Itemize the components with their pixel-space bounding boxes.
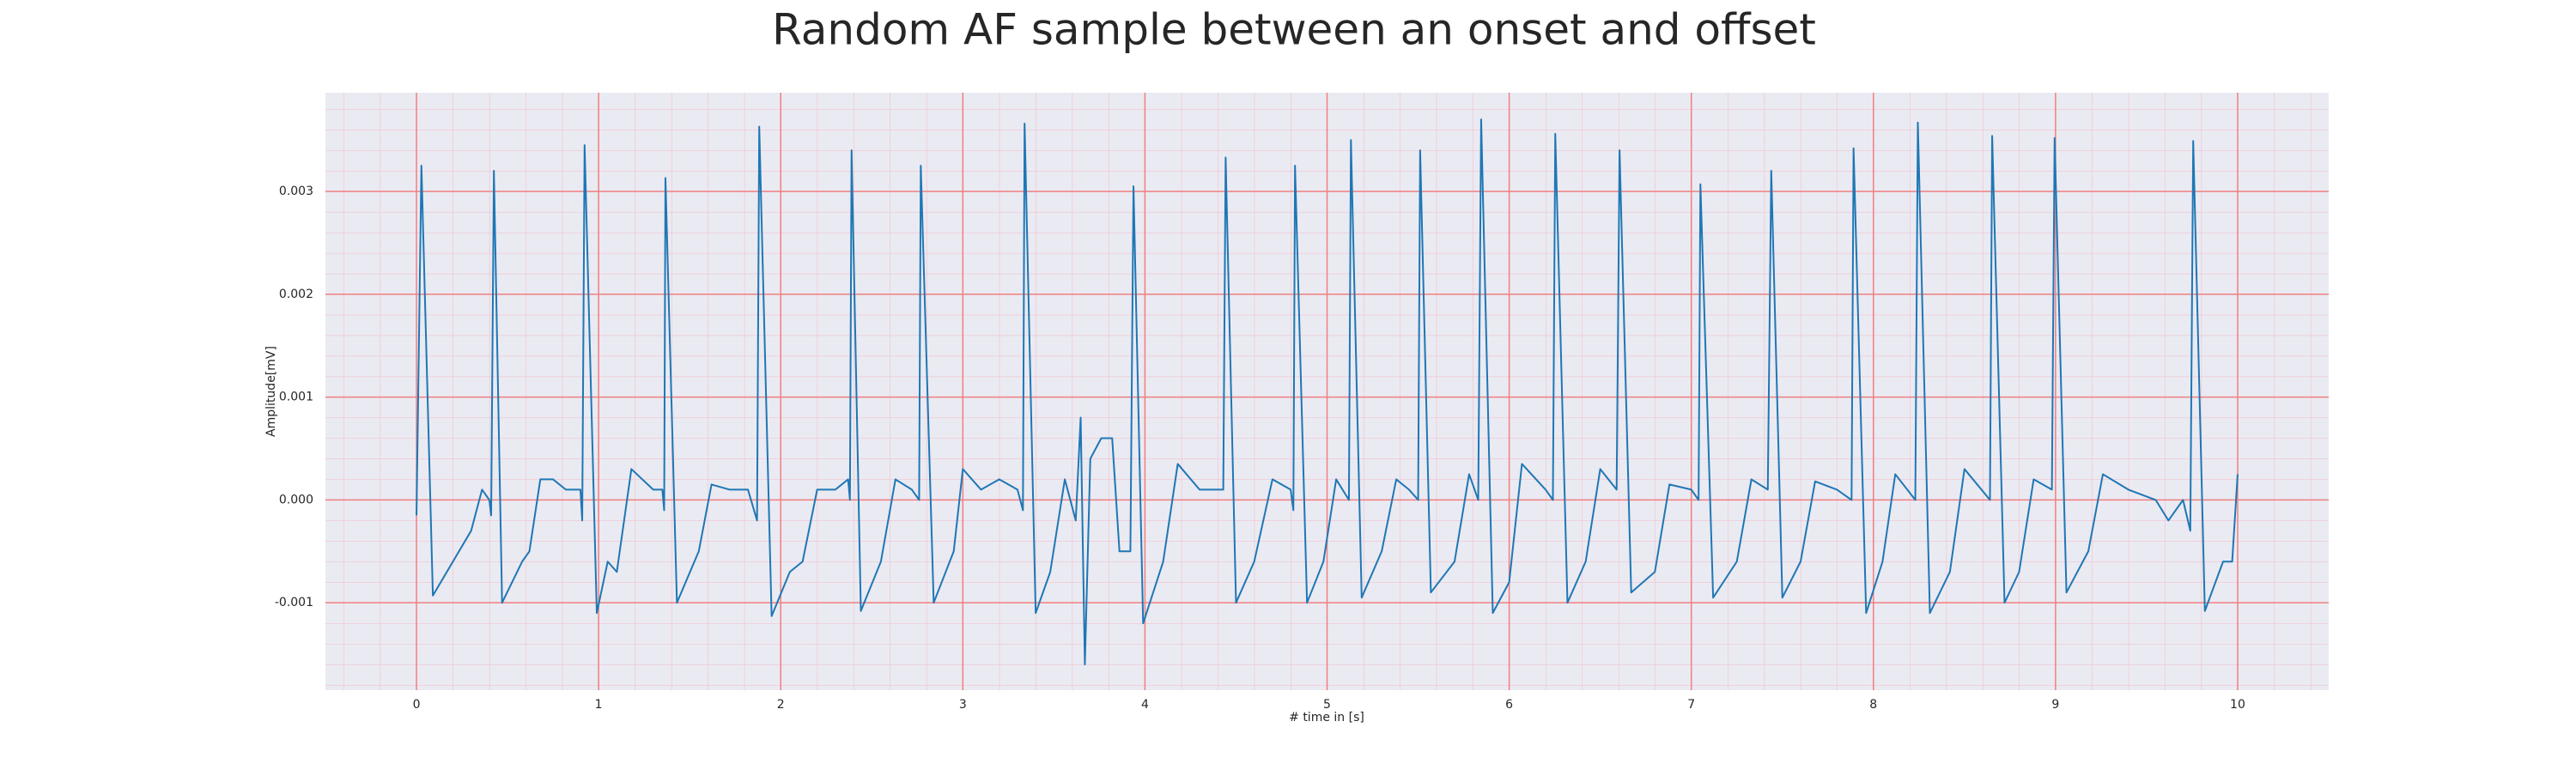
y-tick-label: 0.000	[279, 493, 313, 506]
y-tick-label: 0.002	[279, 288, 313, 301]
x-tick-label: 10	[2230, 698, 2245, 712]
x-axis-label: # time in [s]	[1289, 711, 1364, 724]
chart-title: Random AF sample between an onset and of…	[772, 5, 1816, 55]
x-tick-label: 0	[413, 698, 421, 712]
x-tick-label: 7	[1687, 698, 1695, 712]
x-tick-label: 5	[1323, 698, 1331, 712]
y-tick-label: 0.003	[279, 185, 313, 198]
y-tick-label: -0.001	[275, 596, 313, 609]
x-tick-label: 2	[777, 698, 785, 712]
x-tick-label: 1	[595, 698, 603, 712]
x-tick-label: 6	[1505, 698, 1513, 712]
x-tick-label: 8	[1869, 698, 1877, 712]
x-tick-label: 3	[959, 698, 967, 712]
ecg-line	[416, 118, 2239, 666]
y-axis-label: Amplitude[mV]	[264, 346, 278, 437]
x-tick-label: 9	[2051, 698, 2059, 712]
y-tick-label: 0.001	[279, 391, 313, 404]
x-tick-label: 4	[1141, 698, 1149, 712]
